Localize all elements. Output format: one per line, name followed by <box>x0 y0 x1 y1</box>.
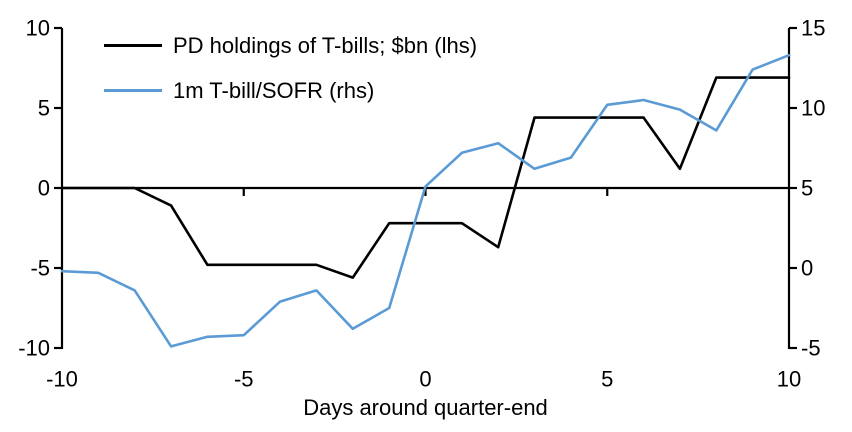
series-line-pd-holdings <box>60 76 791 279</box>
left-axis-tick-label: -10 <box>18 336 50 361</box>
left-axis-tick-label: -5 <box>30 256 50 281</box>
x-axis-tick-label: -10 <box>46 367 78 392</box>
x-axis-title: Days around quarter-end <box>303 395 548 420</box>
legend: PD holdings of T-bills; $bn (lhs) 1m T-b… <box>104 32 477 122</box>
legend-label-pd-holdings: PD holdings of T-bills; $bn (lhs) <box>173 32 478 58</box>
left-axis-tick-label: 5 <box>38 96 50 121</box>
legend-label-tbill-sofr: 1m T-bill/SOFR (rhs) <box>173 77 375 103</box>
legend-item-pd-holdings: PD holdings of T-bills; $bn (lhs) <box>104 32 477 59</box>
left-axis-tick-label: 10 <box>26 16 50 41</box>
right-axis-tick-label: 15 <box>801 16 825 41</box>
x-axis-tick-label: 0 <box>419 367 431 392</box>
right-axis-tick-label: 10 <box>801 96 825 121</box>
legend-line-sample-blue <box>104 89 162 92</box>
right-axis-tick-label: 5 <box>801 176 813 201</box>
x-axis-tick-label: 5 <box>601 367 613 392</box>
x-axis-tick-label: -5 <box>234 367 254 392</box>
legend-item-tbill-sofr: 1m T-bill/SOFR (rhs) <box>104 77 477 104</box>
x-axis-tick-label: 10 <box>777 367 801 392</box>
legend-line-sample-black <box>104 44 162 47</box>
series-line-tbill-sofr <box>60 53 791 348</box>
left-axis-tick-label: 0 <box>38 176 50 201</box>
right-axis-tick-label: 0 <box>801 256 813 281</box>
right-axis-tick-label: -5 <box>801 336 821 361</box>
